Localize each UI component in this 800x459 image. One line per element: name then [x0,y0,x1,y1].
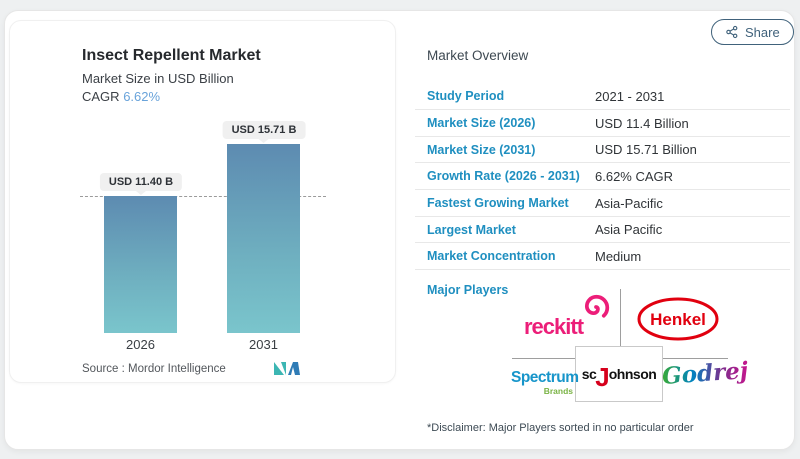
row-value: Medium [595,248,642,264]
share-label: Share [745,24,780,40]
overview-row-market-size-2026: Market Size (2026) USD 11.4 Billion [415,110,790,137]
row-label: Market Size (2031) [427,142,536,157]
reference-dashed-line [80,196,326,197]
reckitt-spiral-icon [581,292,611,327]
overview-row-study-period: Study Period 2021 - 2031 [415,83,790,110]
overview-row-fastest-growing-market: Fastest Growing Market Asia-Pacific [415,190,790,217]
spectrum-brands-logo: Spectrum Brands [511,369,579,396]
bar-2031[interactable] [227,144,300,333]
row-value: Asia Pacific [595,222,663,237]
x-axis-label-2026: 2026 [126,337,155,352]
overview-heading: Market Overview [427,48,529,63]
bar-value-label-2026: USD 11.40 B [99,173,183,191]
major-players-label: Major Players [427,283,509,297]
spectrum-label: Spectrum [511,369,579,386]
players-divider-left [512,358,575,359]
row-value: USD 15.71 Billion [595,142,697,157]
cagr-value: 6.62% [123,89,161,104]
source-attribution: Source : Mordor Intelligence [82,363,226,375]
cagr-line: CAGR 6.62% [82,89,160,104]
cagr-label: CAGR [82,89,120,104]
overview-row-market-size-2031: Market Size (2031) USD 15.71 Billion [415,137,790,163]
row-label: Study Period [427,89,505,103]
reckitt-logo: reckitt [524,314,584,339]
chart-subtitle: Market Size in USD Billion [82,71,234,86]
overview-row-market-concentration: Market Concentration Medium [415,243,790,270]
players-disclaimer: *Disclaimer: Major Players sorted in no … [427,422,694,434]
row-label: Market Size (2026) [427,116,536,130]
row-value: 6.62% CAGR [595,168,674,184]
scjohnson-suffix: ohnson [608,366,657,382]
henkel-logo: Henkel [636,296,720,347]
bar-2026[interactable] [104,196,177,333]
row-value: 2021 - 2031 [595,88,665,104]
spectrum-sublabel: Brands [543,386,573,396]
mordor-intelligence-logo-icon [273,360,301,381]
scjohnson-prefix: sc [581,366,597,382]
row-value: Asia-Pacific [595,195,663,211]
chart-title: Insect Repellent Market [82,47,261,64]
bar-value-label-2031: USD 15.71 B [222,121,306,139]
chart-card [9,20,396,383]
scjohnson-j: J [595,362,610,392]
overview-row-largest-market: Largest Market Asia Pacific [415,217,790,243]
share-button[interactable]: Share [711,19,794,45]
x-axis-label-2031: 2031 [249,337,278,352]
row-label: Fastest Growing Market [427,196,569,210]
row-value: USD 11.4 Billion [595,115,689,131]
row-label: Growth Rate (2026 - 2031) [427,169,580,183]
row-label: Largest Market [427,222,516,237]
share-icon [725,25,739,39]
henkel-logo-text: Henkel [650,310,706,329]
players-divider-right [663,358,728,359]
row-label: Market Concentration [427,249,556,263]
players-divider-vertical [620,289,621,346]
overview-row-growth-rate: Growth Rate (2026 - 2031) 6.62% CAGR [415,163,790,190]
